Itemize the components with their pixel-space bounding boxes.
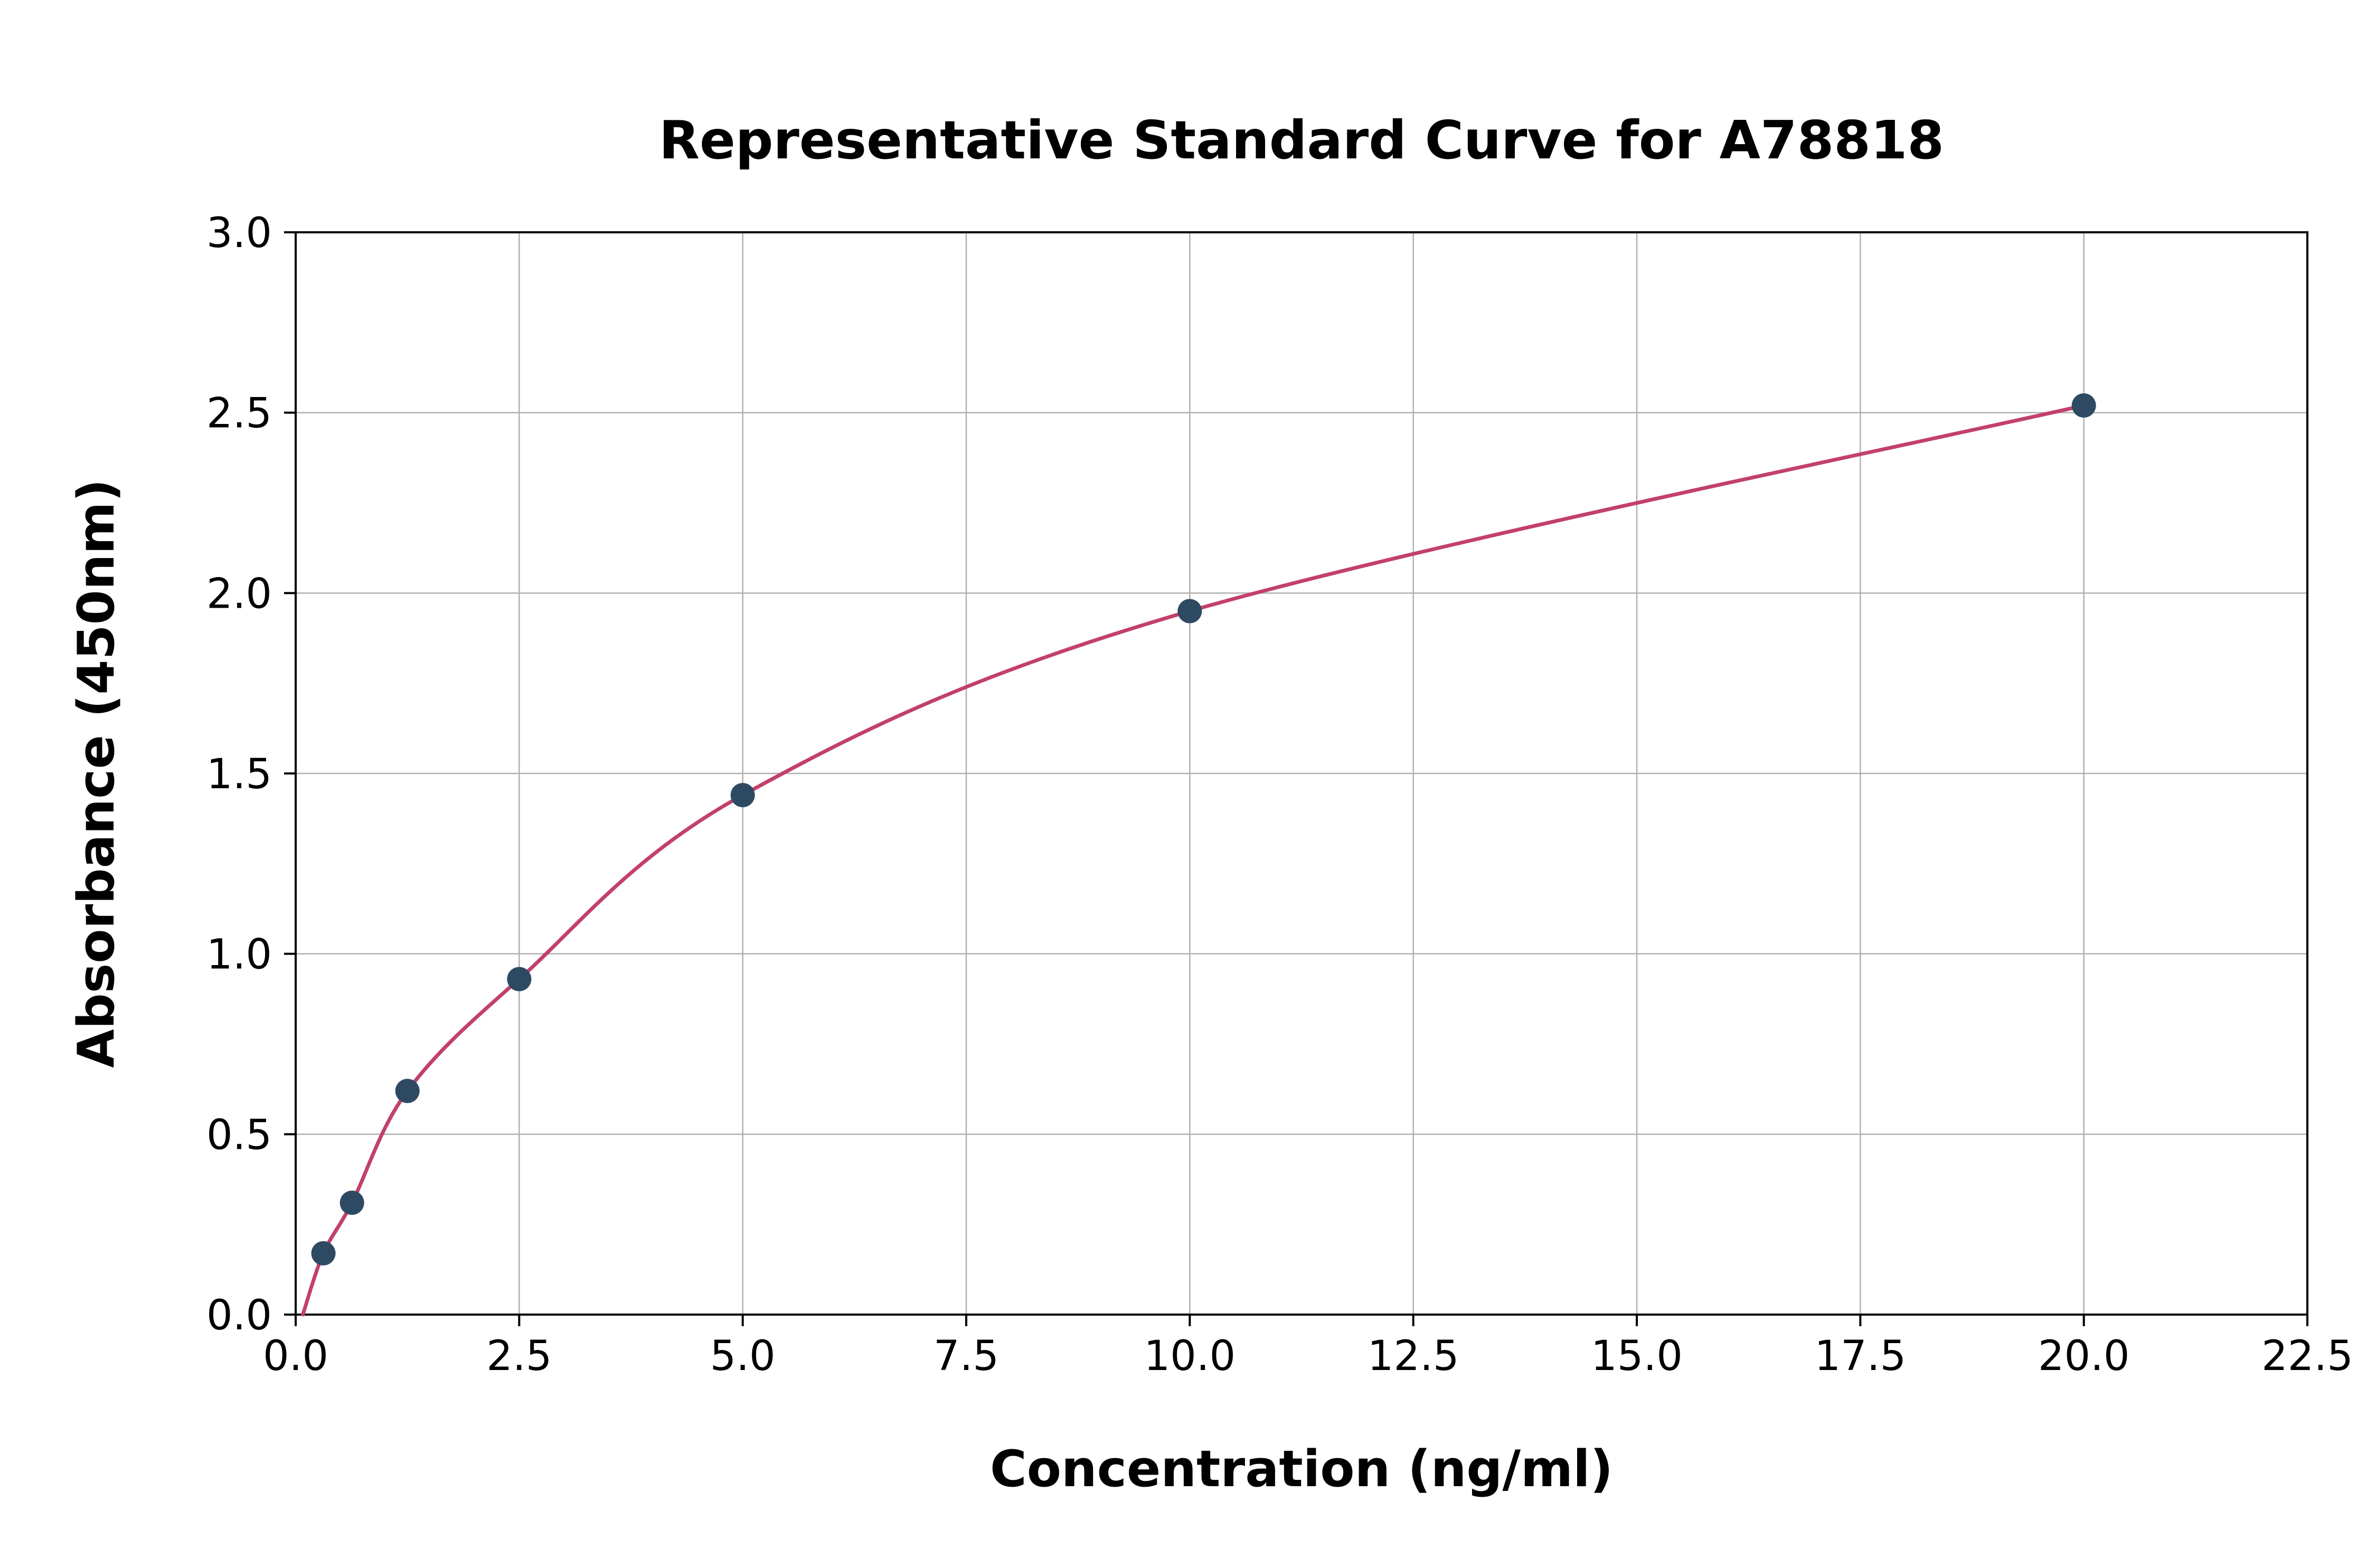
x-tick-label: 22.5 (2261, 1333, 2353, 1380)
y-axis-label: Absorbance (450nm) (68, 479, 126, 1068)
data-point (395, 1079, 420, 1103)
y-tick-label: 0.5 (206, 1111, 272, 1159)
data-points (311, 393, 2096, 1265)
chart-title: Representative Standard Curve for A78818 (659, 109, 1944, 171)
y-tick-label: 2.0 (206, 570, 272, 618)
x-tick-label: 15.0 (1591, 1333, 1683, 1380)
x-tick-label: 17.5 (1814, 1333, 1906, 1380)
x-tick-label: 20.0 (2038, 1333, 2130, 1380)
x-tick-label: 5.0 (710, 1333, 776, 1380)
y-tick-label: 0.0 (206, 1292, 272, 1339)
x-tick-label: 12.5 (1368, 1333, 1459, 1380)
x-tick-label: 7.5 (934, 1333, 999, 1380)
fit-curve (301, 403, 2086, 1317)
data-point (1177, 599, 1202, 624)
data-point (340, 1191, 364, 1215)
grid-lines (295, 231, 2308, 1316)
data-point (2071, 393, 2096, 418)
data-point (730, 783, 755, 807)
x-axis-label: Concentration (ng/ml) (990, 1440, 1613, 1498)
x-tick-label: 0.0 (263, 1333, 328, 1380)
axis-ticks: 0.0 2.5 5.0 7.5 10.0 12.5 15.0 17.5 20.0 22.5 0.0 0… (206, 210, 2353, 1380)
standard-curve-line (301, 403, 2086, 1317)
x-tick-label: 2.5 (486, 1333, 552, 1380)
y-tick-label: 2.5 (206, 390, 272, 438)
y-tick-label: 3.0 (206, 210, 272, 257)
y-tick-label: 1.0 (206, 931, 272, 979)
y-tick-label: 1.5 (206, 751, 272, 798)
x-tick-label: 10.0 (1144, 1333, 1236, 1380)
data-point (311, 1241, 336, 1265)
data-point (507, 967, 532, 991)
